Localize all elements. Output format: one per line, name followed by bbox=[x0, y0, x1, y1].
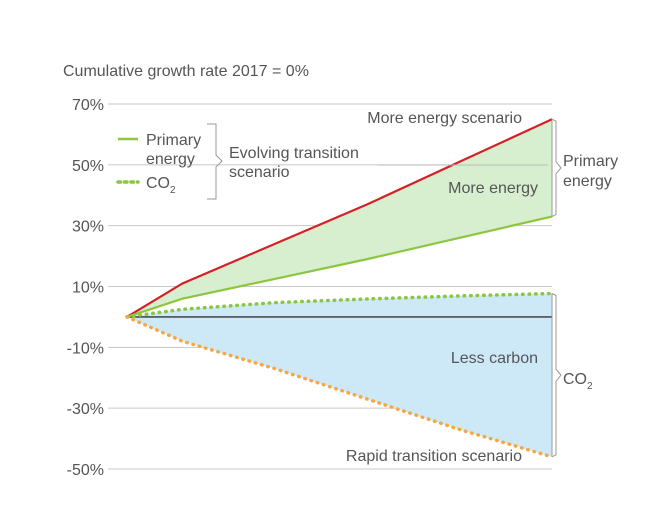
y-tick-label: 50% bbox=[72, 158, 104, 175]
legend-group-label-line1: Evolving transition bbox=[229, 145, 359, 162]
chart-title: Cumulative growth rate 2017 = 0% bbox=[63, 63, 309, 80]
more-energy-scenario-label: More energy scenario bbox=[367, 110, 522, 127]
y-tick-label: -30% bbox=[67, 401, 104, 418]
legend-label-co2-text: CO bbox=[146, 175, 170, 192]
series-group bbox=[125, 118, 554, 459]
primary-bracket-label-line1: Primary bbox=[563, 153, 618, 170]
y-tick-label: -50% bbox=[67, 462, 104, 479]
legend-label-co2-subscript: 2 bbox=[170, 185, 176, 196]
legend-group-label-line2: scenario bbox=[229, 164, 290, 181]
band-less-carbon bbox=[127, 293, 552, 457]
less-carbon-band-label: Less carbon bbox=[451, 350, 538, 367]
co2-brace bbox=[551, 293, 562, 458]
legend-label-primary-line1: Primary bbox=[146, 132, 201, 149]
y-tick-label: 10% bbox=[72, 280, 104, 297]
primary-bracket-label-line2: energy bbox=[563, 173, 612, 190]
y-tick-label: 30% bbox=[72, 219, 104, 236]
series-line-more-energy bbox=[126, 118, 553, 318]
legend: Primary energy CO2 Evolving transition s… bbox=[116, 123, 359, 200]
co2-bracket-label-subscript: 2 bbox=[587, 381, 593, 392]
legend-brace bbox=[207, 123, 223, 200]
co2-bracket-label-text: CO bbox=[563, 371, 587, 388]
series-line-evolving-primary bbox=[126, 215, 553, 318]
primary-energy-brace bbox=[551, 118, 562, 217]
y-tick-label: -10% bbox=[67, 340, 104, 357]
series-line-rapid-co2 bbox=[125, 315, 554, 459]
series-line-evolving-co2 bbox=[125, 291, 554, 319]
legend-label-primary-line2: energy bbox=[146, 151, 195, 168]
rapid-transition-scenario-label: Rapid transition scenario bbox=[346, 448, 522, 465]
y-tick-label: 70% bbox=[72, 97, 104, 114]
co2-bracket-label: CO2 bbox=[563, 371, 593, 392]
legend-label-co2: CO2 bbox=[146, 175, 176, 196]
more-energy-band-label: More energy bbox=[448, 180, 538, 197]
y-tick-labels: 70% 50% 30% 10% -10% -30% -50% bbox=[67, 97, 104, 479]
